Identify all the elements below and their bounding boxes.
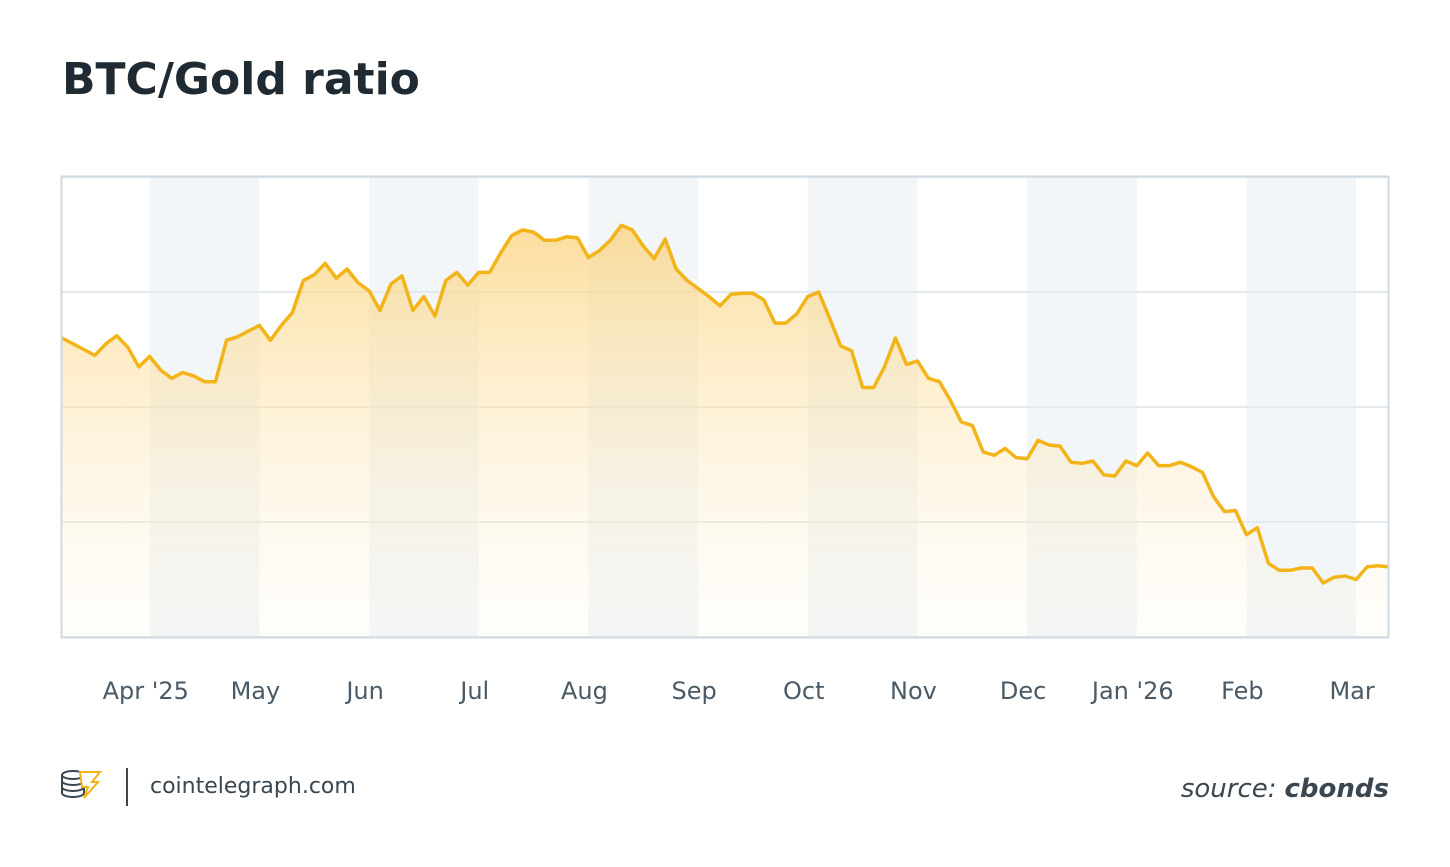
x-tick-label: Jun xyxy=(344,677,384,705)
x-tick-label: Feb xyxy=(1221,677,1264,705)
x-tick-label: May xyxy=(231,677,281,705)
source-label: source: xyxy=(1181,774,1277,804)
logo xyxy=(61,770,103,799)
x-tick-label: Jul xyxy=(458,677,489,705)
x-tick-label: Dec xyxy=(1000,677,1046,705)
plot xyxy=(61,223,1390,638)
area xyxy=(62,225,1389,638)
x-tick-label: Sep xyxy=(671,677,716,705)
source: source: cbonds xyxy=(1181,774,1389,804)
site-name: cointelegraph.com xyxy=(150,774,356,799)
plot-frame xyxy=(60,175,1390,639)
x-tick-label: Mar xyxy=(1329,677,1374,705)
x-tick-label: Aug xyxy=(561,677,608,705)
x-tick-label: Apr '25 xyxy=(103,677,189,705)
line xyxy=(61,223,1390,585)
chart-title: BTC/Gold ratio xyxy=(62,54,420,105)
x-axis: Apr '25 May Jun Jul Aug Sep Oct Nov Dec Jan '26 Fe… xyxy=(103,677,1375,705)
x-tick-label: Oct xyxy=(783,677,825,705)
x-tick-label: Jan '26 xyxy=(1090,677,1174,705)
x-tick-label: Nov xyxy=(890,677,937,705)
source-name: cbonds xyxy=(1285,774,1389,804)
